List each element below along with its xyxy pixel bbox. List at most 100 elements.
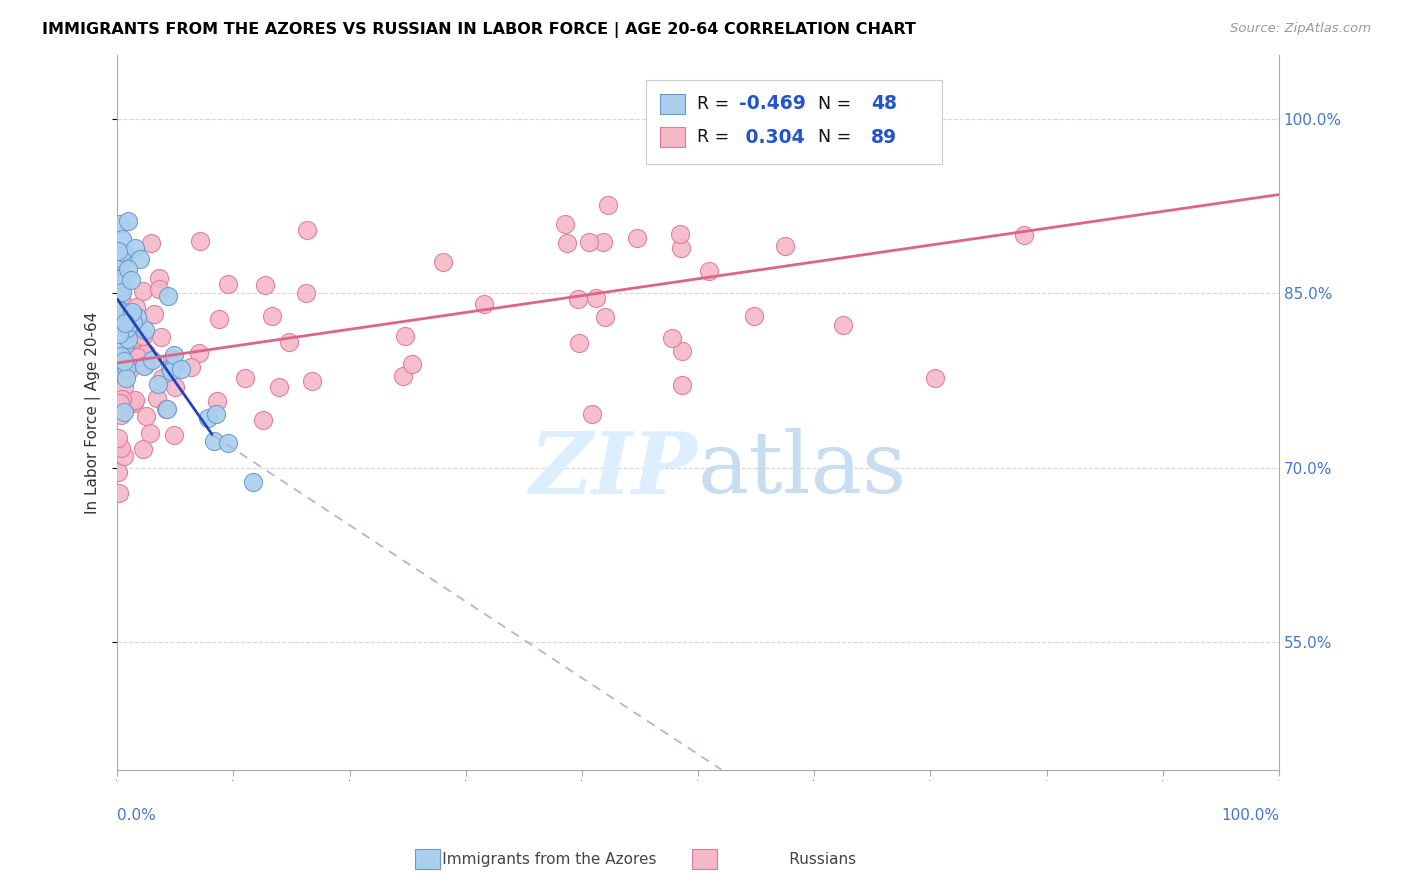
- Point: [107, 303, 129, 318]
- Point: [472, 297, 495, 311]
- Point: [134, 358, 156, 372]
- Point: [163, 359, 186, 373]
- Point: [134, 323, 156, 337]
- Point: [146, 391, 169, 405]
- Point: [115, 321, 138, 335]
- Text: 89: 89: [872, 128, 897, 147]
- Text: R =: R =: [697, 128, 735, 146]
- Point: [233, 371, 256, 385]
- Point: [135, 346, 157, 360]
- Point: [148, 271, 170, 285]
- Point: [118, 363, 141, 377]
- FancyBboxPatch shape: [645, 80, 942, 164]
- Point: [661, 331, 683, 345]
- Point: [567, 292, 589, 306]
- Point: [114, 353, 136, 368]
- Point: [391, 368, 413, 383]
- Point: [110, 307, 132, 321]
- Text: Source: ZipAtlas.com: Source: ZipAtlas.com: [1230, 22, 1371, 36]
- Point: [170, 361, 193, 376]
- Point: [120, 356, 142, 370]
- Text: IMMIGRANTS FROM THE AZORES VS RUSSIAN IN LABOR FORCE | AGE 20-64 CORRELATION CHA: IMMIGRANTS FROM THE AZORES VS RUSSIAN IN…: [42, 22, 917, 38]
- Bar: [659, 94, 685, 113]
- Point: [117, 261, 139, 276]
- Point: [148, 282, 170, 296]
- Point: [142, 307, 165, 321]
- Point: [401, 357, 423, 371]
- Point: [555, 235, 578, 250]
- Point: [581, 407, 603, 421]
- Point: [107, 431, 129, 445]
- Point: [117, 333, 139, 347]
- Point: [117, 213, 139, 227]
- Point: [592, 235, 614, 250]
- Point: [112, 405, 135, 419]
- Point: [112, 380, 135, 394]
- Point: [110, 441, 132, 455]
- Point: [159, 360, 181, 375]
- Point: [129, 347, 152, 361]
- Point: [146, 376, 169, 391]
- Point: [110, 409, 132, 423]
- Point: [127, 310, 149, 325]
- Point: [205, 394, 228, 409]
- Text: 100.0%: 100.0%: [1220, 808, 1279, 823]
- Point: [669, 241, 692, 255]
- Point: [110, 396, 132, 410]
- Point: [114, 316, 136, 330]
- Point: [124, 392, 146, 407]
- Point: [120, 352, 142, 367]
- Point: [125, 300, 148, 314]
- Point: [188, 234, 211, 248]
- Point: [132, 328, 155, 343]
- Point: [111, 244, 134, 259]
- Point: [278, 335, 301, 350]
- Point: [671, 377, 693, 392]
- Point: [125, 350, 148, 364]
- Point: [111, 310, 134, 324]
- Point: [554, 217, 576, 231]
- Point: [165, 380, 187, 394]
- Text: 48: 48: [872, 95, 897, 113]
- Point: [114, 248, 136, 262]
- Point: [132, 284, 155, 298]
- Point: [1012, 227, 1035, 242]
- Point: [301, 374, 323, 388]
- Text: 0.0%: 0.0%: [117, 808, 156, 823]
- Text: N =: N =: [807, 128, 858, 146]
- Point: [162, 352, 184, 367]
- Bar: [659, 128, 685, 147]
- Point: [669, 227, 692, 241]
- Point: [254, 278, 277, 293]
- Point: [180, 359, 202, 374]
- Point: [252, 413, 274, 427]
- Point: [188, 346, 211, 360]
- Text: ZIP: ZIP: [530, 428, 699, 511]
- Point: [121, 307, 143, 321]
- Point: [107, 465, 129, 479]
- Point: [108, 272, 131, 286]
- Point: [135, 409, 157, 423]
- Point: [111, 285, 134, 300]
- Point: [163, 348, 186, 362]
- Point: [242, 475, 264, 490]
- Point: [132, 442, 155, 456]
- Point: [593, 310, 616, 325]
- Point: [831, 318, 853, 332]
- Point: [596, 198, 619, 212]
- Point: [108, 325, 131, 339]
- Point: [163, 428, 186, 442]
- Point: [110, 349, 132, 363]
- Text: -0.469: -0.469: [738, 95, 806, 113]
- Point: [202, 434, 225, 449]
- Point: [141, 352, 163, 367]
- Point: [120, 395, 142, 409]
- Point: [671, 344, 693, 359]
- Point: [697, 263, 720, 277]
- Text: R =: R =: [697, 95, 735, 112]
- Point: [132, 359, 155, 374]
- Point: [394, 328, 416, 343]
- Point: [924, 371, 946, 385]
- Point: [110, 366, 132, 380]
- Bar: [692, 849, 717, 869]
